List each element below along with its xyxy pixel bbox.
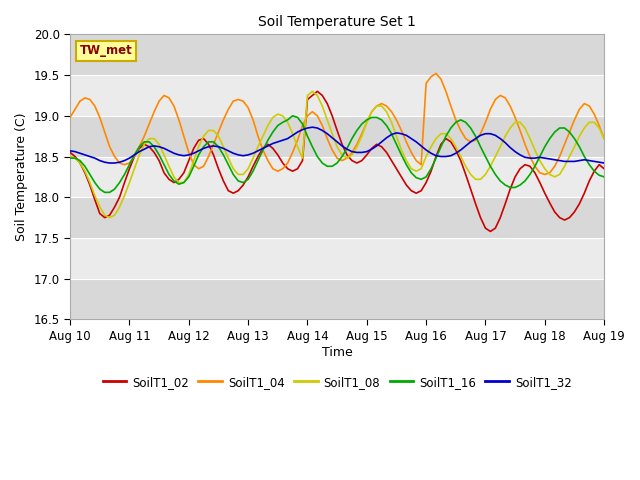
Y-axis label: Soil Temperature (C): Soil Temperature (C) — [15, 113, 28, 241]
Bar — [70, 156, 604, 197]
Bar — [70, 238, 604, 279]
Bar — [70, 279, 604, 319]
X-axis label: Time: Time — [322, 346, 353, 359]
Text: TW_met: TW_met — [80, 44, 132, 57]
Bar — [70, 197, 604, 238]
Title: Soil Temperature Set 1: Soil Temperature Set 1 — [258, 15, 416, 29]
Bar — [70, 116, 604, 156]
Legend: SoilT1_02, SoilT1_04, SoilT1_08, SoilT1_16, SoilT1_32: SoilT1_02, SoilT1_04, SoilT1_08, SoilT1_… — [98, 371, 577, 393]
Bar — [70, 75, 604, 116]
Bar — [70, 35, 604, 75]
